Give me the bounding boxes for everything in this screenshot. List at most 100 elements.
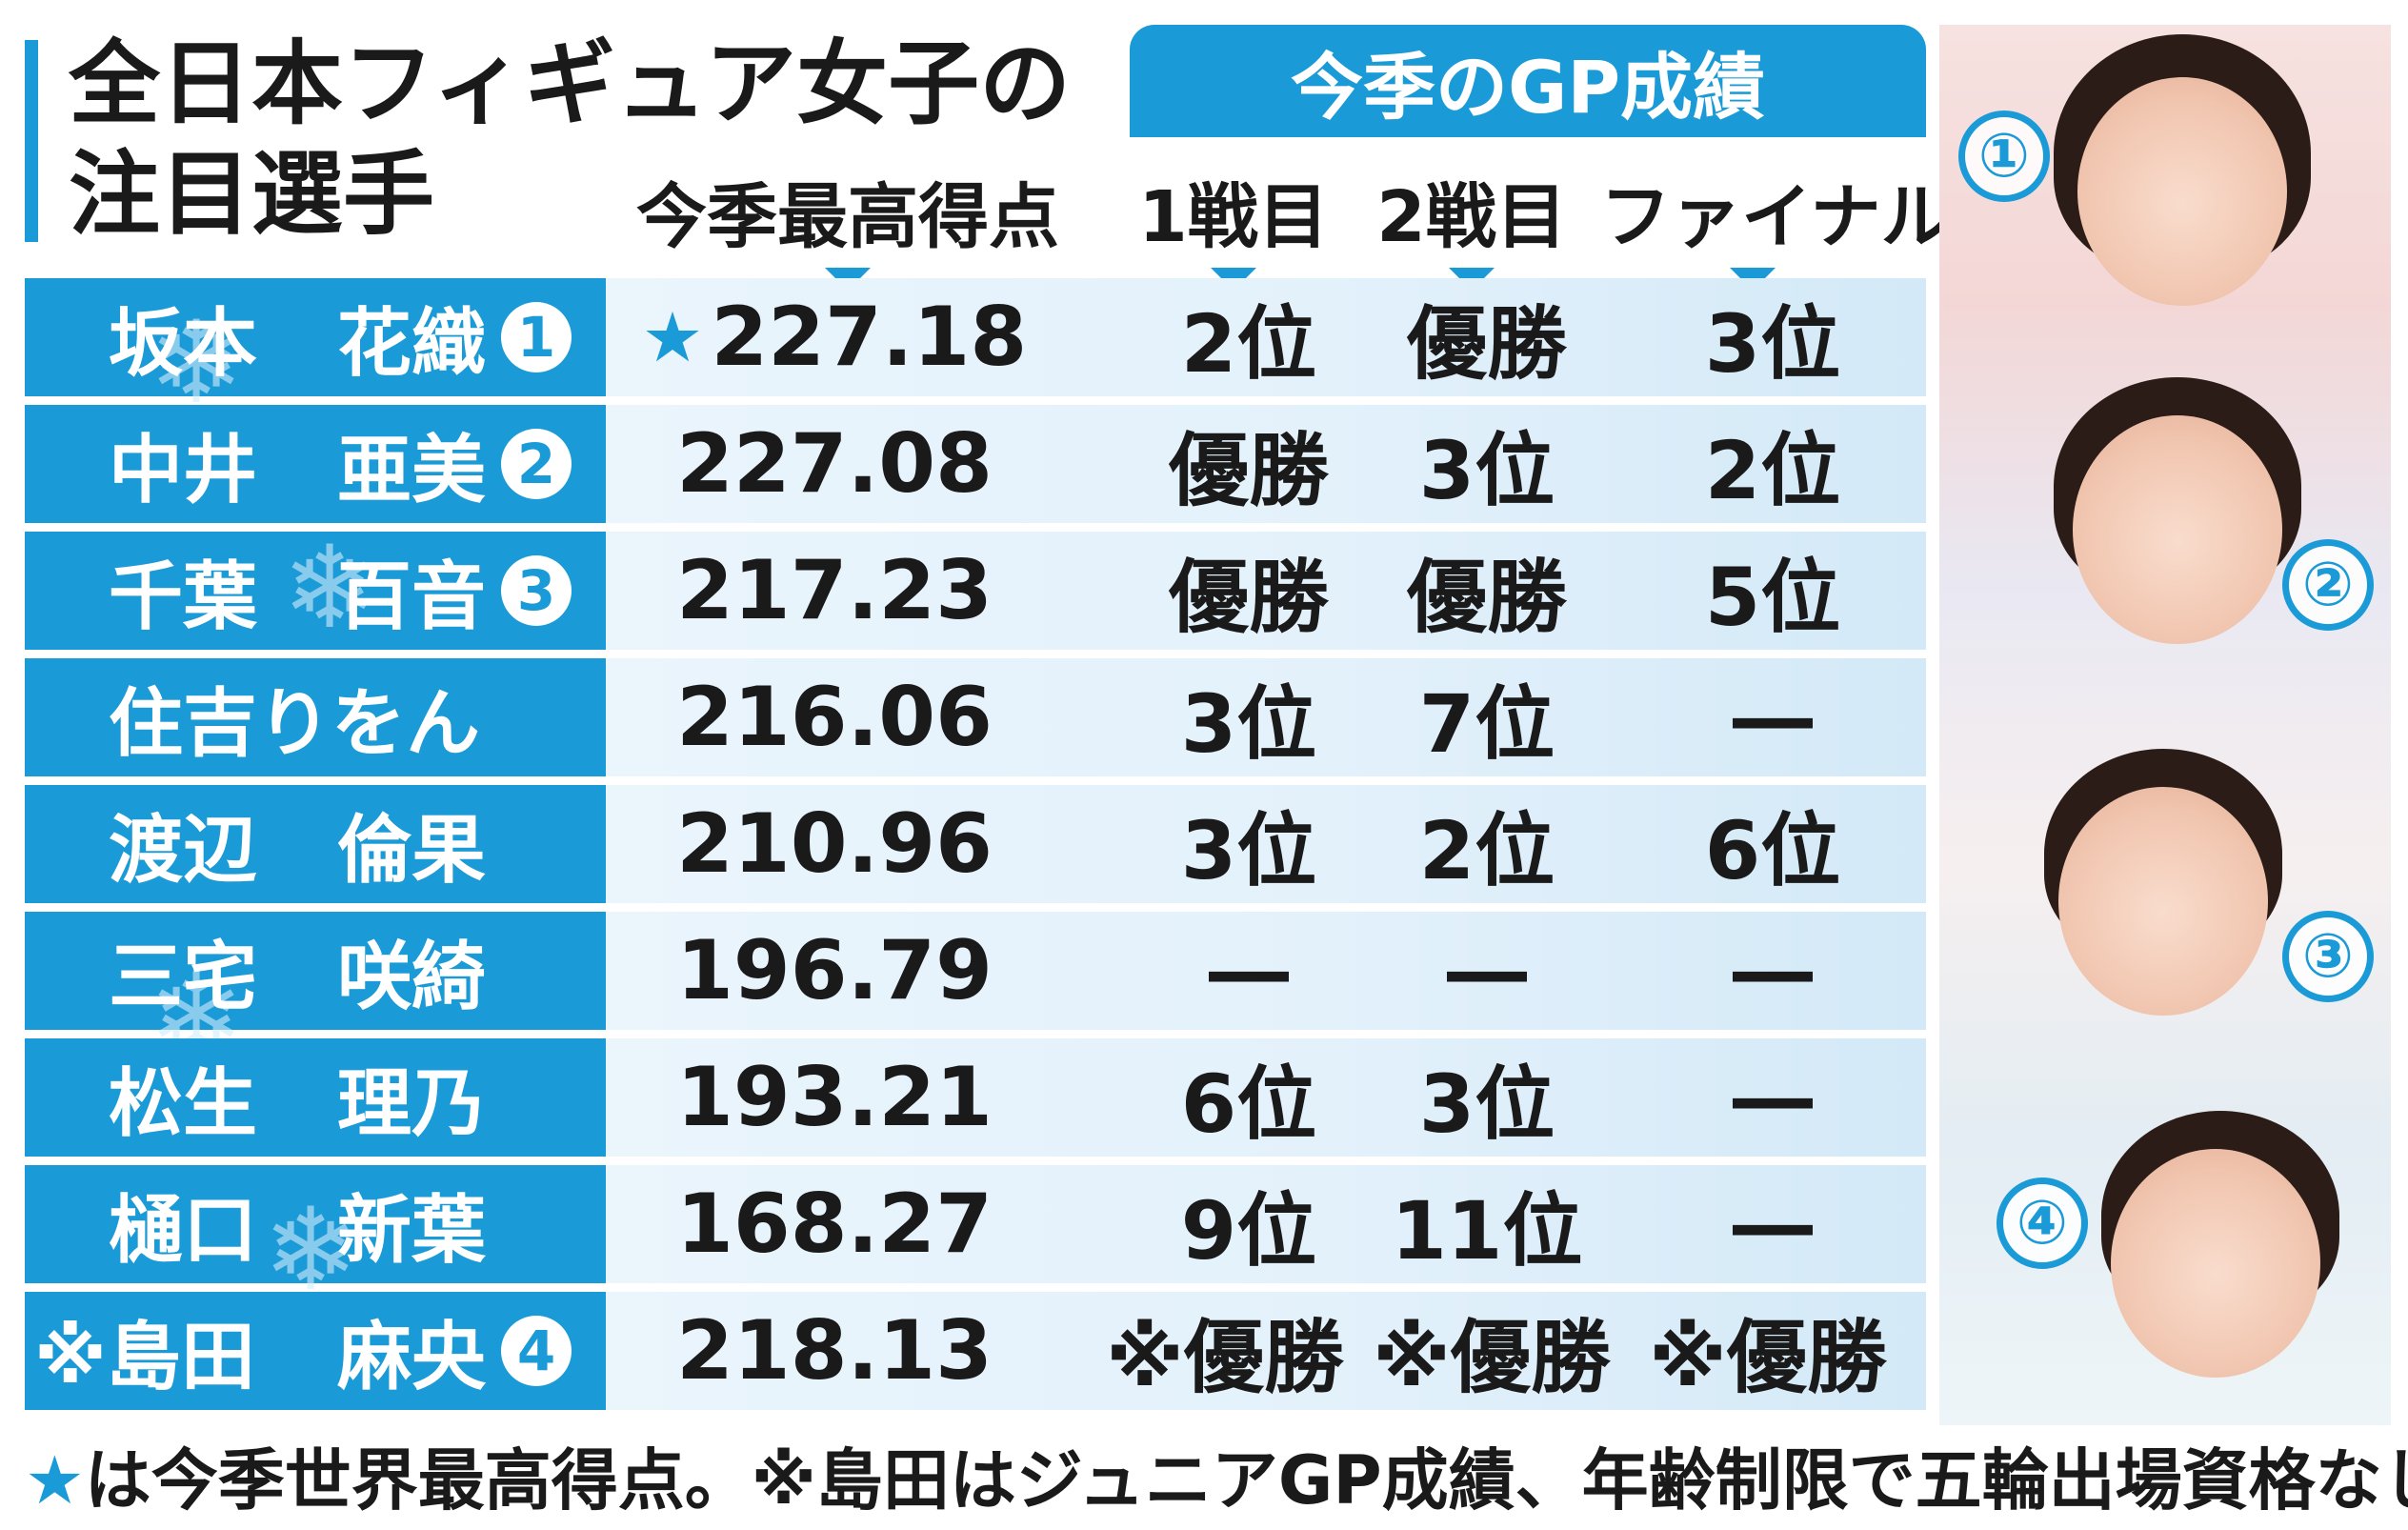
gp2-result: 2位	[1418, 803, 1555, 897]
photo-label-3: ③	[2282, 911, 2374, 1002]
title-line-1: 全日本フィギュア女子の	[69, 30, 1072, 137]
gp-results-header: 今季のGP成績	[1130, 25, 1926, 137]
best-score: 217.23	[676, 543, 993, 638]
column-header-gp1: 1戦目	[1124, 160, 1343, 291]
column-header-final: ファイナル	[1600, 160, 1952, 291]
final-result: 5位	[1704, 550, 1841, 644]
player-first-name: 松生	[109, 1061, 258, 1147]
player-data-cell	[606, 532, 1926, 650]
player-badge: 3	[501, 555, 572, 626]
page-title: 全日本フィギュア女子の 注目選手	[69, 29, 1071, 250]
gp1-result: 3位	[1180, 676, 1317, 771]
final-result: ―	[1733, 1178, 1813, 1271]
player-data-cell	[606, 785, 1926, 903]
gp2-result: 優勝	[1406, 550, 1567, 644]
star-icon: ★	[25, 1441, 85, 1520]
footnote-text: は今季世界最高得点。※島田はジュニアGP成績、年齢制限で五輪出場資格なし	[84, 1441, 2408, 1520]
player-last-name: 麻央	[337, 1315, 487, 1400]
skater-2-face	[2073, 415, 2282, 644]
table-row: ❄ 樋口 新葉 168.27 9位 11位 ―	[25, 1165, 1926, 1308]
best-score: 210.96	[676, 796, 993, 892]
player-first-name: 渡辺	[109, 808, 258, 894]
player-data-cell	[606, 658, 1926, 776]
final-result: ※優勝	[1649, 1310, 1887, 1404]
player-first-name: 樋口	[109, 1188, 258, 1274]
player-data-cell	[606, 912, 1926, 1030]
skater-4-face	[2111, 1149, 2320, 1378]
gp2-result: 優勝	[1406, 296, 1567, 391]
gp1-result: ―	[1209, 924, 1289, 1017]
player-name-cell: ❄ 坂本 花織 1	[25, 278, 606, 421]
skater-photos: ① ② ③ ④	[1939, 25, 2391, 1425]
player-name-cell: ❄ 三宅 咲綺	[25, 912, 606, 1074]
best-score: 216.06	[676, 670, 993, 765]
footnote: ★は今季世界最高得点。※島田はジュニアGP成績、年齢制限で五輪出場資格なし	[25, 1427, 2408, 1523]
gp2-result: 3位	[1418, 1057, 1555, 1151]
player-data-cell	[606, 278, 1926, 396]
player-first-name: 三宅	[109, 935, 258, 1020]
photo-label-4: ④	[1997, 1178, 2088, 1269]
table-row: 松生 理乃 193.21 6位 3位 ―	[25, 1038, 1926, 1157]
player-name-cell: 住吉りをん	[25, 658, 606, 776]
player-data-cell	[606, 1038, 1926, 1157]
table-row: ❄ 千葉 百音 3 217.23 優勝 優勝 5位	[25, 532, 1926, 650]
final-result: 3位	[1704, 296, 1841, 391]
photo-label-1: ①	[1958, 111, 2050, 202]
best-score: 227.08	[676, 416, 993, 512]
player-name-cell: 松生 理乃	[25, 1038, 606, 1157]
gp1-result: 6位	[1180, 1057, 1317, 1151]
best-score: 196.79	[676, 923, 993, 1018]
gp2-result: 3位	[1418, 423, 1555, 517]
gp1-result: 9位	[1180, 1183, 1317, 1278]
table-row: 住吉りをん 216.06 3位 7位 ―	[25, 658, 1926, 776]
gp1-result: 優勝	[1168, 550, 1329, 644]
best-score: 218.13	[676, 1303, 993, 1399]
title-line-2: 注目選手	[69, 141, 434, 248]
gp2-result: ―	[1447, 924, 1527, 1017]
best-score: 168.27	[676, 1177, 993, 1272]
player-data-cell	[606, 1292, 1926, 1410]
table-row: ❄ 坂本 花織 1 ★ 227.18 2位 優勝 3位	[25, 278, 1926, 421]
gp1-result: 優勝	[1168, 423, 1329, 517]
table-row: 中井 亜美 2 227.08 優勝 3位 2位	[25, 405, 1926, 523]
column-header-gp2: 2戦目	[1362, 160, 1581, 291]
player-last-name: 倫果	[337, 808, 487, 894]
photo-label-2: ②	[2282, 539, 2374, 631]
player-badge: 1	[501, 302, 572, 372]
table-row: ※島田 麻央 4 218.13 ※優勝 ※優勝 ※優勝	[25, 1292, 1926, 1410]
player-last-name: 咲綺	[337, 935, 487, 1020]
title-accent-bar	[25, 40, 38, 242]
player-last-name: 百音	[337, 554, 487, 640]
gp2-result: 11位	[1391, 1183, 1583, 1278]
final-result: ―	[1733, 671, 1813, 764]
snowflake-icon: ❄	[263, 1184, 359, 1317]
gp1-result: 2位	[1180, 296, 1317, 391]
snowflake-icon: ❄	[282, 522, 378, 654]
player-full-name: 住吉りをん	[109, 681, 481, 767]
player-first-name: 坂本	[109, 301, 258, 387]
final-result: ―	[1733, 924, 1813, 1017]
player-name-cell: ❄ 千葉 百音 3	[25, 532, 606, 650]
player-badge: 4	[501, 1316, 572, 1386]
player-data-cell	[606, 405, 1926, 523]
player-last-name: 理乃	[337, 1061, 487, 1147]
player-badge: 2	[501, 429, 572, 499]
player-name-cell: 中井 亜美 2	[25, 405, 606, 523]
player-first-name: 千葉	[109, 554, 258, 640]
player-name-cell: ❄ 樋口 新葉	[25, 1165, 606, 1308]
gp1-result: ※優勝	[1106, 1310, 1344, 1404]
player-first-name: ※島田	[34, 1315, 255, 1400]
player-last-name: 花織	[337, 301, 487, 387]
star-icon: ★	[641, 297, 704, 377]
best-score: ★ 227.18	[641, 290, 1028, 385]
player-data-cell	[606, 1165, 1926, 1283]
skater-1-face	[2077, 77, 2287, 306]
player-last-name: 新葉	[337, 1188, 487, 1274]
final-result: 2位	[1704, 423, 1841, 517]
gp2-result: 7位	[1418, 676, 1555, 771]
snowflake-icon: ❄	[149, 297, 245, 430]
gp2-result: ※優勝	[1373, 1310, 1611, 1404]
gp1-result: 3位	[1180, 803, 1317, 897]
table-row: 渡辺 倫果 210.96 3位 2位 6位	[25, 785, 1926, 903]
skater-3-face	[2058, 787, 2268, 1016]
